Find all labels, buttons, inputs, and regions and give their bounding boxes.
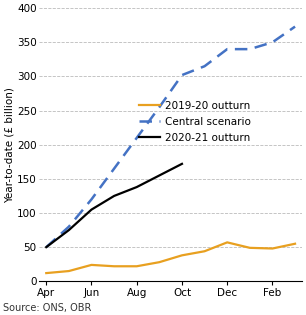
Y-axis label: Year-to-date (£ billion): Year-to-date (£ billion) — [4, 87, 14, 203]
Legend: 2019-20 outturn, Central scenario, 2020-21 outturn: 2019-20 outturn, Central scenario, 2020-… — [139, 101, 251, 143]
Text: Source: ONS, OBR: Source: ONS, OBR — [3, 303, 91, 313]
